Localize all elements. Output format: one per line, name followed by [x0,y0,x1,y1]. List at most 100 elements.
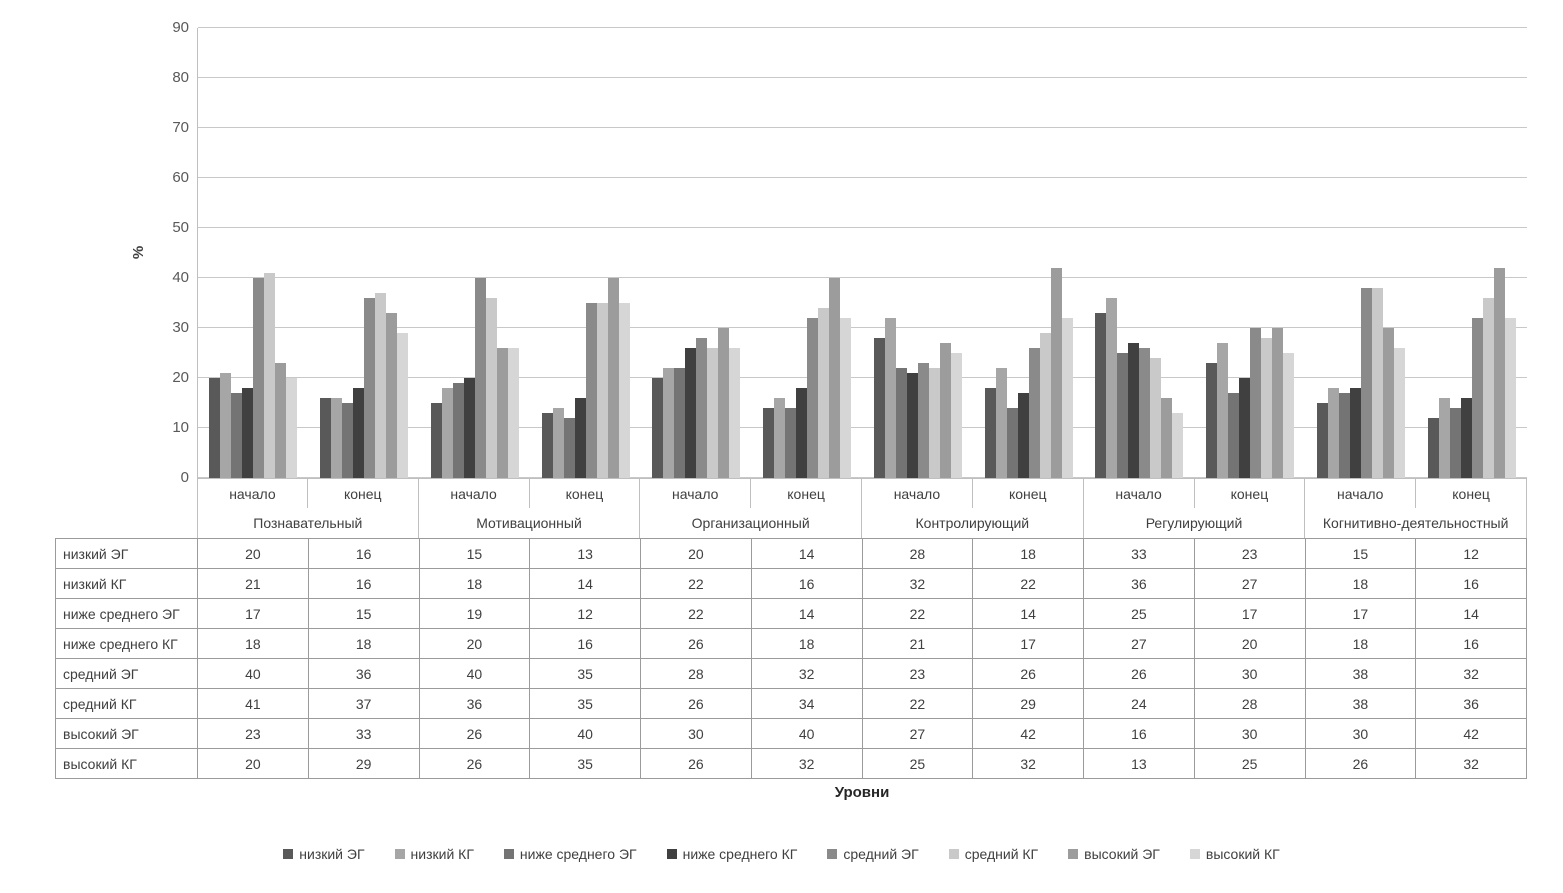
phase-label: конец [530,479,641,508]
table-value: 38 [1305,659,1417,689]
bar-низкий ЭГ [763,408,775,478]
table-row-средний КГ: средний КГ 41 37 36 35 26 34 22 29 24 28 38 36 [56,689,1527,719]
bar-ниже среднего ЭГ [895,368,907,478]
table-value: 36 [419,689,531,719]
table-value: 41 [198,689,309,719]
y-tick-20: 20 [172,369,189,386]
phase-label: начало [197,479,308,508]
bar-ниже среднего КГ [1460,398,1472,478]
bar-низкий КГ [774,398,786,478]
group-label-Мотивационный: Мотивационный [419,508,641,538]
bar-ниже среднего ЭГ [563,418,575,478]
table-value: 23 [1194,539,1306,569]
table-value: 26 [1084,659,1195,689]
bar-ниже среднего ЭГ [1006,408,1018,478]
table-value: 22 [862,689,974,719]
table-row-средний ЭГ: средний ЭГ 40 36 40 35 28 32 23 26 26 30 38 32 [56,659,1527,689]
table-value: 16 [1084,719,1195,749]
legend-label: высокий ЭГ [1084,846,1160,862]
table-value: 15 [1305,539,1417,569]
table-value: 25 [1194,749,1306,779]
bar-средний КГ [707,348,719,478]
x-axis-group-labels: Познавательный Мотивационный Организационн… [197,508,1527,538]
table-value: 30 [1305,719,1417,749]
bar-низкий КГ [331,398,343,478]
bar-ниже среднего КГ [1349,388,1361,478]
y-tick-90: 90 [172,19,189,36]
table-value: 16 [751,569,863,599]
bar-средний КГ [928,368,940,478]
table-value: 40 [751,719,863,749]
bar-group-Познавательный-начало [198,28,309,478]
table-value: 35 [530,659,641,689]
table-value: 25 [1084,599,1195,629]
y-tick-70: 70 [172,119,189,136]
table-row-ниже среднего КГ: ниже среднего КГ 18 18 20 16 26 18 21 17 27 20 18 16 [56,629,1527,659]
group-label-Когнитивно-деятельностный: Когнитивно-деятельностный [1305,508,1527,538]
bar-средний ЭГ [696,338,708,478]
bar-group-Регулирующий-конец [1195,28,1306,478]
phase-label: начало [419,479,530,508]
table-value: 20 [198,749,309,779]
bar-ниже среднего КГ [1128,343,1140,478]
bar-средний ЭГ [807,318,819,478]
legend-item-низкий КГ: низкий КГ [394,846,474,862]
table-value: 40 [530,719,641,749]
gridline-10 [198,427,1527,428]
group-label-Познавательный: Познавательный [197,508,419,538]
bar-низкий ЭГ [320,398,332,478]
gridline-70 [198,127,1527,128]
legend: низкий ЭГ низкий КГ ниже среднего ЭГ ниже с… [0,846,1563,862]
table-value: 23 [862,659,974,689]
table-value: 21 [198,569,309,599]
table-value: 18 [308,629,420,659]
legend-swatch-icon [1189,849,1200,859]
bar-ниже среднего ЭГ [1449,408,1461,478]
table-value: 28 [862,539,974,569]
legend-item-средний КГ: средний КГ [948,846,1038,862]
table-value: 38 [1305,689,1417,719]
bar-низкий КГ [1217,343,1229,478]
bar-низкий КГ [1327,388,1339,478]
table-value: 13 [530,539,641,569]
bar-средний КГ [375,293,387,478]
table-value: 42 [1416,719,1527,749]
table-row-ниже среднего ЭГ: ниже среднего ЭГ 17 15 19 12 22 14 22 14 25 17 17 14 [56,599,1527,629]
table-value: 36 [1084,569,1195,599]
bar-ниже среднего КГ [1017,393,1029,478]
table-value: 28 [641,659,752,689]
table-value: 40 [419,659,531,689]
bar-средний ЭГ [1028,348,1040,478]
bar-высокий ЭГ [607,278,619,478]
table-value: 14 [751,539,863,569]
table-value: 14 [530,569,641,599]
bar-ниже среднего КГ [1239,378,1251,478]
table-value: 25 [862,749,974,779]
table-value: 16 [308,539,420,569]
legend-label: низкий ЭГ [299,846,365,862]
table-value: 30 [1194,659,1306,689]
table-value: 20 [641,539,752,569]
legend-item-высокий ЭГ: высокий ЭГ [1068,846,1160,862]
bar-высокий ЭГ [1161,398,1173,478]
table-value: 32 [751,659,863,689]
table-row-высокий ЭГ: высокий ЭГ 23 33 26 40 30 40 27 42 16 30 30 42 [56,719,1527,749]
bar-средний КГ [1482,298,1494,478]
bar-высокий КГ [507,348,519,478]
table-value: 12 [530,599,641,629]
bar-средний ЭГ [1250,328,1262,478]
row-label: высокий ЭГ [56,719,198,749]
row-label: средний КГ [56,689,198,719]
table-value: 26 [419,719,531,749]
bar-высокий ЭГ [1272,328,1284,478]
bar-средний ЭГ [917,363,929,478]
bar-средний КГ [1371,288,1383,478]
bar-ниже среднего КГ [906,373,918,478]
y-tick-60: 60 [172,169,189,186]
table-value: 27 [1084,629,1195,659]
table-value: 40 [198,659,309,689]
table-value: 30 [1194,719,1306,749]
bar-низкий КГ [1438,398,1450,478]
legend-item-высокий КГ: высокий КГ [1189,846,1280,862]
bar-высокий КГ [1061,318,1073,478]
